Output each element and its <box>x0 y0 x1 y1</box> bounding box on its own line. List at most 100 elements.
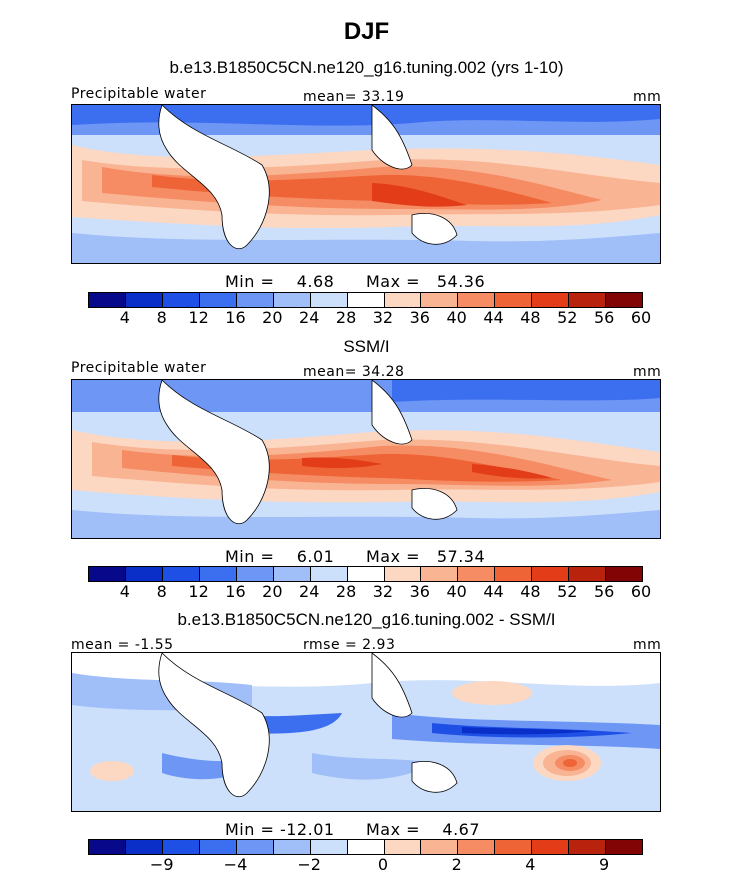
colorbar-tick-label: 8 <box>156 308 167 327</box>
panel-2-colorbar <box>88 566 643 582</box>
colorbar-tick-label: 52 <box>557 308 578 327</box>
colorbar-tick-label: −9 <box>149 855 174 874</box>
panel-1-subtitle: b.e13.B1850C5CN.ne120_g16.tuning.002 (yr… <box>169 58 564 77</box>
panel-3-rmse-label: rmse = 2.93 <box>303 637 396 653</box>
panel-1-colorbar <box>88 292 643 308</box>
panel-1-max-label: Max = 54.36 <box>366 272 486 291</box>
panel-3-mean-label: mean = -1.55 <box>71 637 174 653</box>
colorbar-tick-label: 24 <box>299 308 320 327</box>
panel-1-map <box>71 104 661 264</box>
colorbar-swatch <box>569 567 607 581</box>
colorbar-swatch <box>199 293 237 307</box>
panel-2-min-label: Min = 6.01 <box>225 547 335 566</box>
panel-2-map <box>71 379 661 539</box>
colorbar-swatch <box>495 567 533 581</box>
colorbar-tick-label: 44 <box>483 308 504 327</box>
colorbar-swatch <box>199 567 237 581</box>
panel-3-map-canvas <box>72 653 660 811</box>
colorbar-tick-label: 32 <box>372 582 394 601</box>
colorbar-swatch <box>310 293 348 307</box>
colorbar-tick-label: −2 <box>297 855 321 874</box>
colorbar-tick-label: 40 <box>446 308 467 327</box>
colorbar-swatch <box>495 840 533 854</box>
panel-3-min-label: Min = -12.01 <box>225 820 335 839</box>
colorbar-tick-label: 9 <box>599 855 610 874</box>
colorbar-swatch <box>273 567 311 581</box>
colorbar-swatch <box>495 293 533 307</box>
colorbar-swatch <box>569 293 607 307</box>
colorbar-tick-label: 36 <box>409 582 430 601</box>
colorbar-tick-label: 0 <box>377 855 389 874</box>
colorbar-swatch <box>162 293 200 307</box>
colorbar-swatch <box>347 293 385 307</box>
panel-2-mean-label: mean= 34.28 <box>303 364 405 380</box>
panel-2-field-label: Precipitable water <box>71 360 207 376</box>
colorbar-swatch <box>273 840 311 854</box>
panel-2-units-label: mm <box>633 364 662 380</box>
colorbar-swatch <box>162 840 200 854</box>
colorbar-swatch <box>125 840 163 854</box>
colorbar-tick-label: 24 <box>299 582 320 601</box>
colorbar-swatch <box>384 293 422 307</box>
colorbar-tick-label: 4 <box>525 855 536 874</box>
colorbar-tick-label: 60 <box>630 308 652 327</box>
panel-2-max-label: Max = 57.34 <box>366 547 486 566</box>
colorbar-swatch <box>347 840 385 854</box>
colorbar-swatch <box>125 293 163 307</box>
panel-3-units-label: mm <box>633 637 662 653</box>
colorbar-tick-label: 12 <box>188 582 209 601</box>
colorbar-tick-label: −4 <box>223 855 248 874</box>
panel-1-units-label: mm <box>633 89 662 105</box>
colorbar-tick-label: 20 <box>262 308 283 327</box>
colorbar-tick-label: 4 <box>119 308 130 327</box>
colorbar-swatch <box>458 293 496 307</box>
colorbar-swatch <box>236 840 274 854</box>
colorbar-tick-label: 48 <box>520 308 541 327</box>
colorbar-swatch <box>532 567 570 581</box>
colorbar-tick-label: 56 <box>593 582 615 601</box>
colorbar-swatch <box>384 567 422 581</box>
colorbar-swatch <box>199 840 237 854</box>
colorbar-swatch <box>421 567 459 581</box>
colorbar-tick-label: 2 <box>451 855 462 874</box>
panel-1-field-label: Precipitable water <box>71 86 207 102</box>
colorbar-tick-label: 20 <box>262 582 283 601</box>
colorbar-swatch <box>458 567 496 581</box>
colorbar-tick-label: 32 <box>372 308 394 327</box>
colorbar-swatch <box>273 293 311 307</box>
figure-title: DJF <box>343 18 390 45</box>
colorbar-tick-label: 16 <box>225 582 246 601</box>
colorbar-swatch <box>236 293 274 307</box>
colorbar-tick-label: 48 <box>520 582 541 601</box>
colorbar-tick-label: 4 <box>119 582 130 601</box>
colorbar-tick-label: 40 <box>446 582 467 601</box>
colorbar-tick-label: 12 <box>188 308 209 327</box>
colorbar-swatch <box>236 567 274 581</box>
colorbar-swatch <box>310 567 348 581</box>
colorbar-tick-label: 56 <box>593 308 615 327</box>
colorbar-swatch <box>532 293 570 307</box>
colorbar-tick-label: 60 <box>630 582 652 601</box>
panel-1-map-canvas <box>72 105 660 263</box>
colorbar-swatch <box>310 840 348 854</box>
colorbar-swatch <box>532 840 570 854</box>
panel-3-map <box>71 652 661 812</box>
panel-3-colorbar-ticks: −9 −4 −2 0 2 4 9 <box>88 855 643 875</box>
colorbar-tick-label: 28 <box>335 308 357 327</box>
colorbar-swatch <box>384 840 422 854</box>
colorbar-tick-label: 8 <box>156 582 167 601</box>
colorbar-swatch <box>125 567 163 581</box>
panel-3-max-label: Max = 4.67 <box>366 820 481 839</box>
panel-1-colorbar-ticks: 4 8 12 16 20 24 28 32 36 40 44 48 52 56 60 <box>88 308 651 328</box>
colorbar-swatch <box>421 293 459 307</box>
colorbar-tick-label: 16 <box>225 308 246 327</box>
panel-2-map-canvas <box>72 380 660 538</box>
colorbar-tick-label: 52 <box>557 582 578 601</box>
colorbar-swatch <box>421 840 459 854</box>
colorbar-swatch <box>89 567 126 581</box>
colorbar-swatch <box>89 293 126 307</box>
colorbar-swatch <box>458 840 496 854</box>
colorbar-swatch <box>606 840 643 854</box>
colorbar-tick-label: 44 <box>483 582 504 601</box>
colorbar-swatch <box>347 567 385 581</box>
